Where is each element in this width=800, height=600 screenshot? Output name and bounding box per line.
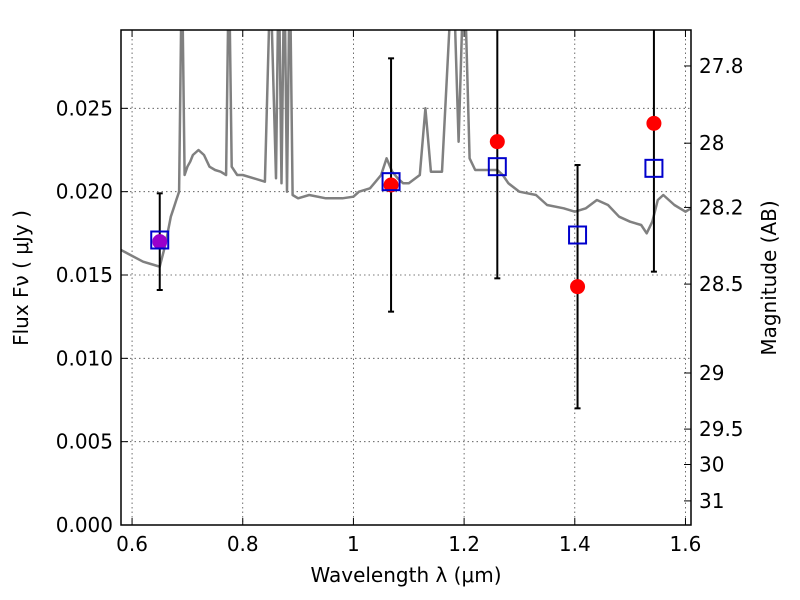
y2-tick-label: 28.2 bbox=[699, 195, 744, 219]
model-point bbox=[487, 157, 507, 177]
x-tick-label: 0.8 bbox=[227, 532, 259, 556]
model-point bbox=[381, 172, 401, 192]
y2-tick-label: 30 bbox=[699, 452, 724, 476]
plot-background bbox=[121, 30, 691, 525]
model-point bbox=[150, 230, 170, 250]
y-tick-label: 0.025 bbox=[56, 96, 113, 120]
data-series bbox=[121, 30, 691, 410]
observed-point bbox=[152, 234, 168, 250]
observed-point bbox=[489, 134, 505, 150]
y2-tick-label: 29.5 bbox=[699, 417, 744, 441]
x-tick-label: 0.6 bbox=[116, 532, 148, 556]
y-tick-label: 0.020 bbox=[56, 180, 113, 204]
y2-tick-label: 27.8 bbox=[699, 54, 744, 78]
observed-point bbox=[646, 115, 662, 131]
x-tick-label: 1.4 bbox=[559, 532, 591, 556]
y2-tick-label: 28.5 bbox=[699, 272, 744, 296]
y-axis-label: Flux Fν ( μJy ) bbox=[9, 210, 33, 346]
model-point bbox=[644, 158, 664, 178]
y2-tick-label: 31 bbox=[699, 489, 724, 513]
x-tick-label: 1.2 bbox=[448, 532, 480, 556]
observed-point bbox=[383, 177, 399, 193]
plot-frame bbox=[120, 29, 692, 526]
observed-point bbox=[570, 279, 586, 295]
model-spectrum-line bbox=[121, 30, 691, 268]
axis-ticks: 0.6 0.8 1 1.2 1.4 1.6 0.000 0.005 0.010 0.015 0.02… bbox=[56, 30, 744, 556]
y-tick-label: 0.010 bbox=[56, 346, 113, 370]
y2-axis-label: Magnitude (AB) bbox=[757, 200, 781, 355]
y-tick-label: 0.000 bbox=[56, 513, 113, 537]
grid-lines bbox=[121, 30, 691, 525]
model-point bbox=[568, 225, 588, 245]
y2-tick-label: 28 bbox=[699, 131, 724, 155]
y-tick-label: 0.005 bbox=[56, 430, 113, 454]
y-tick-label: 0.015 bbox=[56, 263, 113, 287]
x-tick-label: 1 bbox=[347, 532, 360, 556]
x-axis-label: Wavelength λ (μm) bbox=[310, 563, 501, 587]
x-tick-label: 1.6 bbox=[670, 532, 702, 556]
y2-tick-label: 29 bbox=[699, 361, 724, 385]
